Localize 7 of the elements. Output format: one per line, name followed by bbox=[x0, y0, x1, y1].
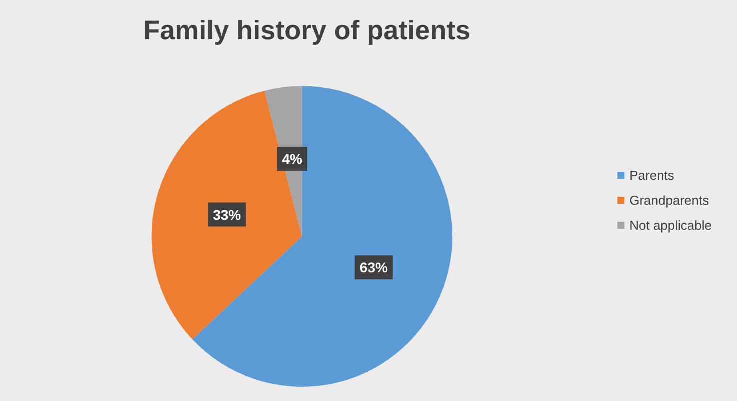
legend-label: Parents bbox=[630, 168, 675, 183]
data-label: 63% bbox=[360, 260, 388, 276]
legend-label: Not applicable bbox=[630, 218, 712, 233]
chart-title: Family history of patients bbox=[144, 16, 471, 46]
data-label: 33% bbox=[213, 206, 242, 223]
data-label: 4% bbox=[282, 151, 304, 168]
legend-label: Grandparents bbox=[630, 193, 710, 208]
